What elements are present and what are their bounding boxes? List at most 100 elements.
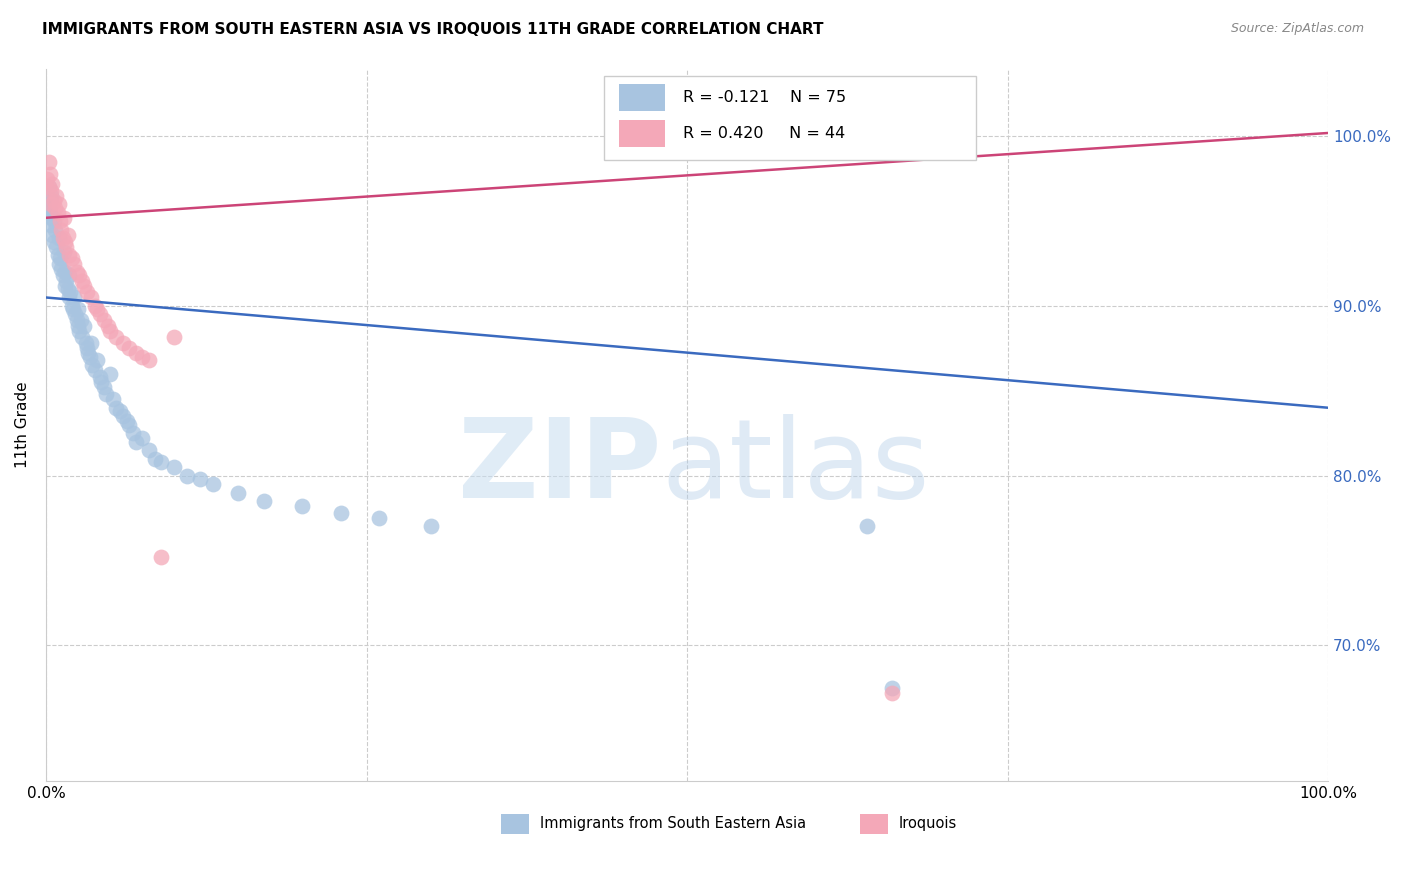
- Point: [53, 265, 76, 279]
- Point: [58, 268, 80, 283]
- Point: [98, 325, 121, 339]
- Point: [39, 188, 62, 202]
- Point: [38, 194, 60, 208]
- FancyBboxPatch shape: [619, 120, 665, 147]
- Text: R = -0.121    N = 75: R = -0.121 N = 75: [683, 90, 846, 105]
- Point: [86, 302, 108, 317]
- Point: [66, 302, 89, 317]
- Point: [329, 506, 352, 520]
- Point: [89, 308, 111, 322]
- Point: [201, 477, 224, 491]
- Point: [60, 252, 83, 266]
- Point: [37, 171, 59, 186]
- Point: [125, 434, 148, 449]
- Point: [38, 180, 60, 194]
- FancyBboxPatch shape: [501, 814, 529, 834]
- Point: [56, 227, 79, 242]
- Point: [226, 485, 249, 500]
- Point: [41, 177, 63, 191]
- Text: Source: ZipAtlas.com: Source: ZipAtlas.com: [1230, 22, 1364, 36]
- Point: [115, 414, 138, 428]
- Point: [42, 235, 65, 249]
- Point: [98, 367, 121, 381]
- Point: [41, 211, 63, 225]
- Text: Iroquois: Iroquois: [898, 816, 957, 831]
- Point: [48, 197, 70, 211]
- Point: [56, 282, 79, 296]
- Point: [101, 392, 124, 407]
- Point: [70, 273, 93, 287]
- Point: [42, 214, 65, 228]
- Point: [93, 380, 115, 394]
- Point: [53, 235, 76, 249]
- Point: [76, 285, 98, 300]
- Point: [67, 268, 90, 283]
- Point: [52, 244, 75, 259]
- Text: IMMIGRANTS FROM SOUTH EASTERN ASIA VS IROQUOIS 11TH GRADE CORRELATION CHART: IMMIGRANTS FROM SOUTH EASTERN ASIA VS IR…: [42, 22, 824, 37]
- Point: [138, 443, 160, 458]
- Point: [38, 180, 60, 194]
- Point: [51, 261, 73, 276]
- Text: R = 0.420     N = 44: R = 0.420 N = 44: [683, 126, 845, 141]
- Point: [49, 252, 72, 266]
- Point: [39, 218, 62, 232]
- Point: [45, 188, 67, 202]
- Point: [96, 387, 118, 401]
- Point: [90, 376, 112, 390]
- Point: [86, 353, 108, 368]
- Point: [55, 273, 77, 287]
- Point: [37, 197, 59, 211]
- Point: [38, 167, 60, 181]
- Text: atlas: atlas: [661, 414, 929, 521]
- Point: [38, 154, 60, 169]
- FancyBboxPatch shape: [860, 814, 889, 834]
- Point: [80, 336, 103, 351]
- Point: [63, 291, 86, 305]
- Point: [122, 426, 145, 441]
- Point: [143, 451, 166, 466]
- Point: [368, 511, 391, 525]
- Point: [855, 143, 877, 157]
- Point: [163, 329, 186, 343]
- Point: [55, 239, 77, 253]
- Point: [58, 248, 80, 262]
- Point: [52, 268, 75, 283]
- FancyBboxPatch shape: [619, 84, 665, 112]
- Point: [163, 460, 186, 475]
- Point: [73, 319, 96, 334]
- Point: [48, 231, 70, 245]
- Point: [69, 312, 91, 326]
- Point: [93, 312, 115, 326]
- Point: [150, 549, 173, 564]
- Point: [131, 350, 153, 364]
- Y-axis label: 11th Grade: 11th Grade: [15, 382, 30, 468]
- Point: [67, 325, 90, 339]
- Point: [150, 455, 173, 469]
- Point: [62, 302, 84, 317]
- Point: [51, 222, 73, 236]
- Point: [82, 359, 104, 373]
- Point: [75, 336, 97, 351]
- Point: [855, 519, 877, 533]
- Point: [46, 205, 69, 219]
- Point: [66, 265, 89, 279]
- Point: [44, 222, 66, 236]
- Point: [58, 291, 80, 305]
- Point: [188, 472, 211, 486]
- Point: [118, 417, 141, 432]
- Point: [96, 319, 118, 334]
- Point: [105, 329, 128, 343]
- Point: [52, 211, 75, 225]
- Point: [38, 201, 60, 215]
- Point: [253, 494, 276, 508]
- Point: [45, 239, 67, 253]
- Point: [118, 342, 141, 356]
- Point: [882, 681, 904, 695]
- Point: [66, 319, 89, 334]
- Point: [70, 329, 93, 343]
- Point: [79, 350, 101, 364]
- Point: [76, 342, 98, 356]
- Point: [73, 278, 96, 293]
- Point: [52, 231, 75, 245]
- Point: [176, 468, 198, 483]
